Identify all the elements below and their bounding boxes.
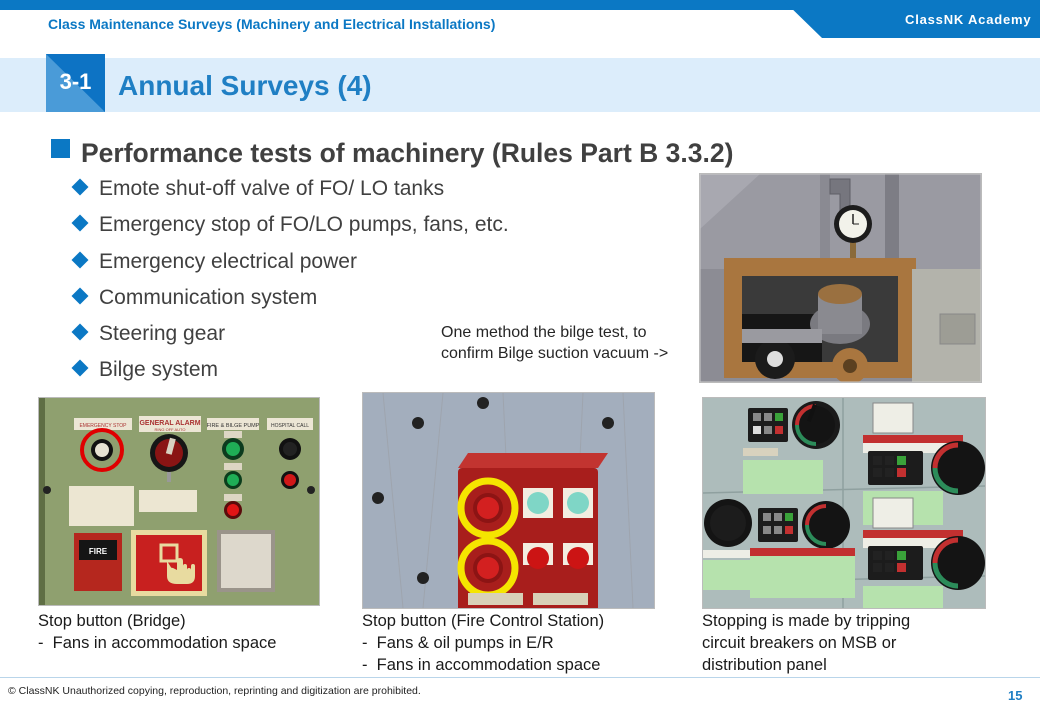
svg-text:HOSPITAL CALL: HOSPITAL CALL — [271, 423, 309, 429]
svg-text:FIRE & BILGE PUMP: FIRE & BILGE PUMP — [207, 423, 260, 429]
svg-text:GENERAL ALARM: GENERAL ALARM — [139, 420, 200, 427]
svg-text:FIRE: FIRE — [89, 547, 108, 556]
svg-text:RING OFF AUTO: RING OFF AUTO — [154, 427, 185, 432]
